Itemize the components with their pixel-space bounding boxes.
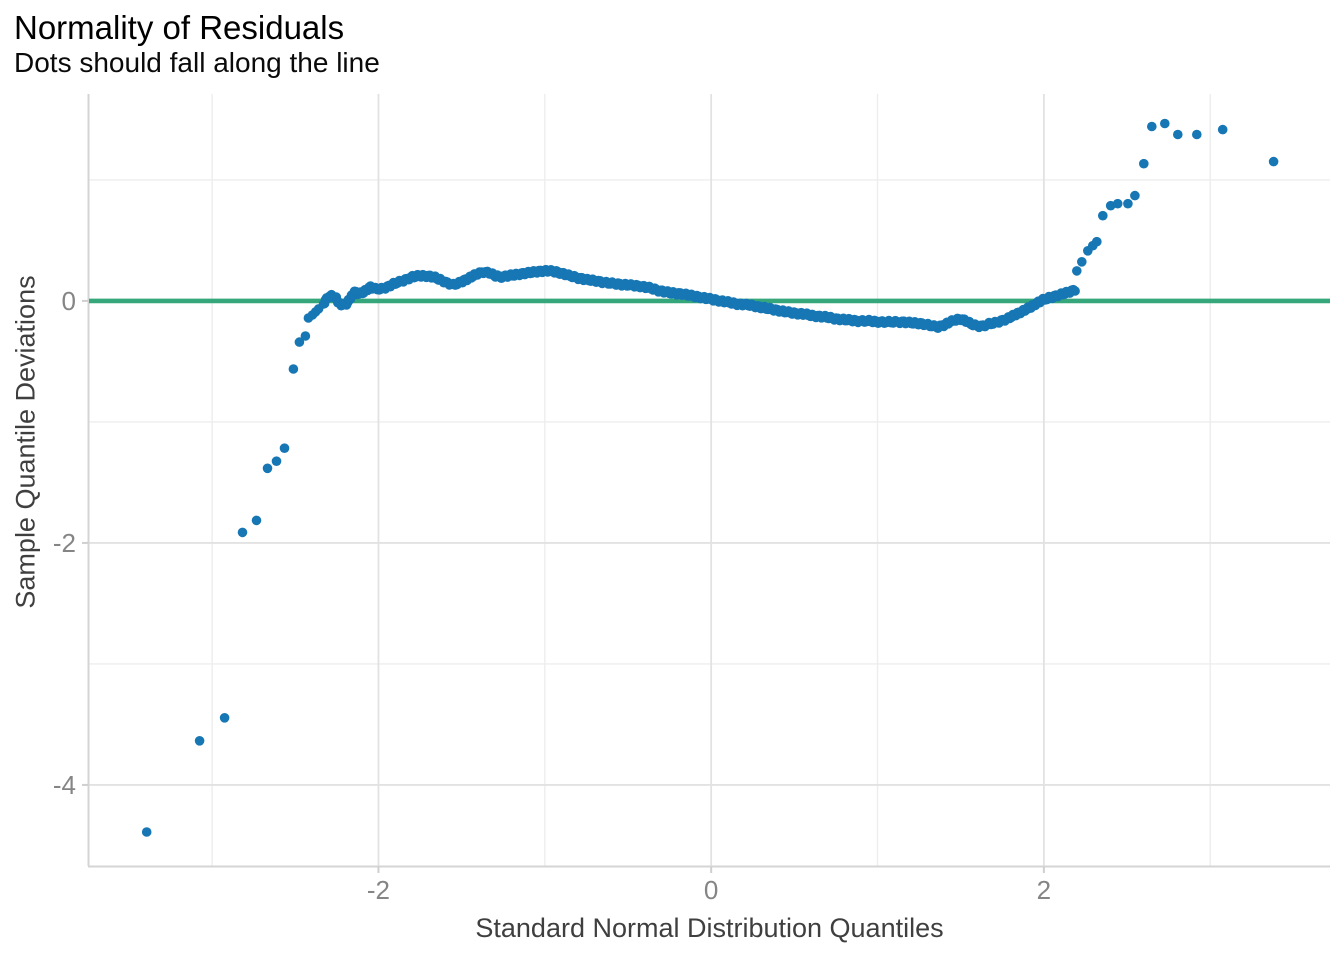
x-tick-label: -2 xyxy=(367,875,390,905)
data-point xyxy=(237,527,248,538)
data-point xyxy=(279,443,290,454)
data-point xyxy=(219,713,230,723)
y-tick-label: -4 xyxy=(53,770,76,800)
data-point xyxy=(194,736,205,746)
y-tick-label: -2 xyxy=(53,528,76,558)
data-point xyxy=(1077,257,1087,267)
data-point xyxy=(251,515,262,526)
data-point xyxy=(262,463,273,474)
chart-title: Normality of Residuals xyxy=(14,9,345,46)
x-tick-label: 2 xyxy=(1037,875,1051,905)
data-point xyxy=(300,331,311,341)
data-point xyxy=(1123,198,1133,209)
data-point xyxy=(313,304,324,314)
data-point xyxy=(1160,118,1170,129)
data-point xyxy=(1173,129,1183,140)
scatter-points xyxy=(141,118,1279,837)
data-point xyxy=(288,364,299,374)
x-tick-label: 0 xyxy=(704,875,718,905)
data-point xyxy=(1147,121,1157,132)
y-tick-label: 0 xyxy=(62,286,76,316)
data-point xyxy=(1139,158,1149,169)
data-point xyxy=(271,456,282,467)
data-point xyxy=(1192,129,1202,140)
data-point xyxy=(1268,156,1279,167)
data-point xyxy=(1072,266,1082,276)
data-point xyxy=(1130,190,1140,201)
worm-band xyxy=(318,264,1080,334)
data-point xyxy=(1092,236,1102,247)
data-point xyxy=(1070,286,1080,296)
chart-subtitle: Dots should fall along the line xyxy=(14,47,380,78)
data-point xyxy=(1112,198,1123,209)
data-point xyxy=(1098,210,1108,221)
data-point xyxy=(1217,124,1228,135)
y-axis-title: Sample Quantile Deviations xyxy=(10,275,41,609)
data-point xyxy=(294,337,305,347)
data-point xyxy=(141,827,152,837)
x-axis-title: Standard Normal Distribution Quantiles xyxy=(475,913,944,943)
